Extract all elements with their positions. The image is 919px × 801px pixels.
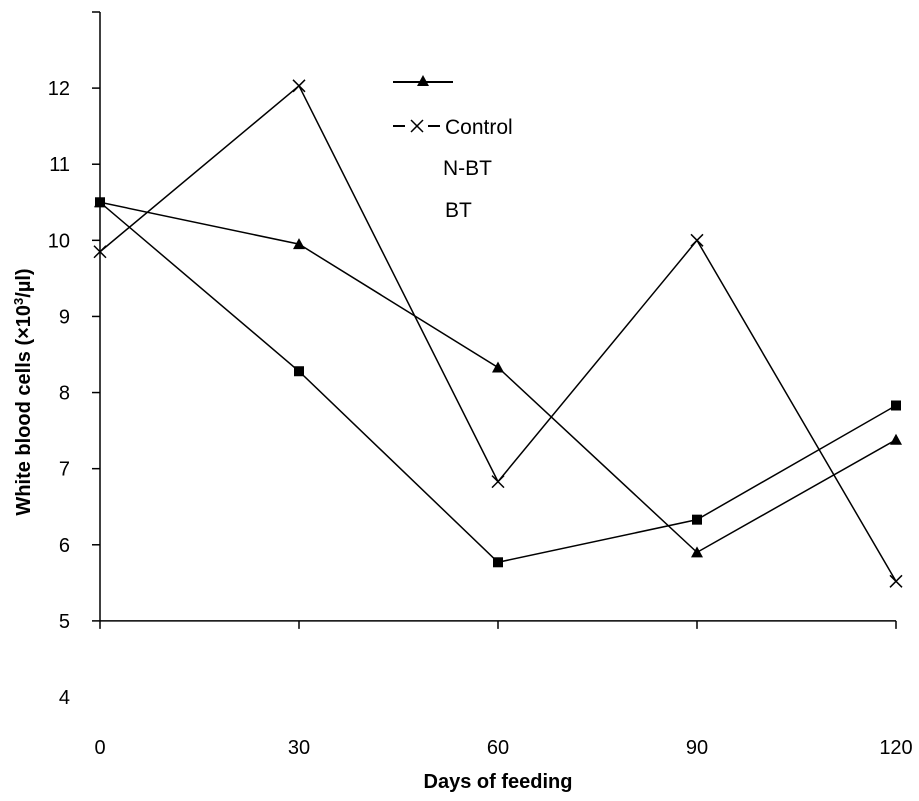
series-square — [95, 197, 901, 568]
y-ticks: 4 5 6 7 8 9 10 11 12 — [48, 11, 100, 709]
y-axis-title-tail: /µl) — [13, 268, 35, 297]
x-tick-label: 90 — [686, 737, 708, 759]
x-marker — [889, 574, 903, 588]
y-tick-label: 4 — [59, 687, 70, 709]
x-marker — [93, 245, 107, 259]
y-axis-title: White blood cells (×103/µl) — [11, 268, 36, 515]
x-marker-stroke — [93, 245, 107, 259]
square-marker — [891, 400, 901, 411]
y-tick-label: 7 — [59, 459, 70, 481]
series-layer — [93, 79, 903, 588]
x-marker-stroke — [491, 475, 505, 489]
x-tick-label: 30 — [288, 737, 310, 759]
series-control — [93, 79, 903, 588]
y-tick-label: 12 — [48, 78, 70, 100]
square-marker — [692, 514, 702, 525]
y-tick-label: 9 — [59, 306, 70, 328]
x-marker — [292, 79, 306, 93]
x-tick-label: 60 — [487, 737, 509, 759]
triangle-marker — [417, 75, 429, 86]
legend-entry-triangle — [393, 75, 453, 86]
x-axis-title: Days of feeding — [424, 771, 573, 793]
triangle-marker — [691, 546, 703, 558]
x-marker-stroke — [410, 119, 424, 133]
x-marker — [410, 119, 424, 133]
y-axis-title-main: White blood cells (×10 — [13, 305, 35, 516]
legend: Control N-BT BT — [393, 75, 513, 222]
y-tick-label: 6 — [59, 535, 70, 557]
series-line — [99, 201, 897, 564]
x-ticks: 0 30 60 90 120 — [94, 620, 913, 759]
triangle-marker — [492, 361, 504, 373]
series-triangle — [94, 196, 902, 558]
y-tick-label: 11 — [49, 154, 70, 176]
triangle-marker — [890, 433, 902, 445]
x-marker-stroke — [292, 79, 306, 93]
square-marker — [294, 366, 304, 377]
axes — [99, 12, 896, 622]
legend-label-bt: BT — [445, 199, 472, 222]
legend-label-control: Control — [445, 116, 513, 139]
x-marker — [690, 233, 704, 247]
legend-entry-control — [393, 119, 440, 133]
y-tick-label: 8 — [59, 383, 70, 405]
y-axis-title-sup: 3 — [11, 298, 26, 305]
legend-label-nbt: N-BT — [443, 157, 492, 180]
y-tick-label: 5 — [59, 611, 70, 633]
square-marker — [95, 197, 105, 208]
x-tick-label: 120 — [879, 737, 912, 759]
x-marker-stroke — [889, 574, 903, 588]
triangle-marker — [293, 238, 305, 250]
x-marker-stroke — [690, 233, 704, 247]
x-tick-label: 0 — [94, 737, 105, 759]
y-tick-label: 10 — [48, 230, 70, 252]
x-marker — [491, 475, 505, 489]
square-marker — [493, 557, 503, 568]
